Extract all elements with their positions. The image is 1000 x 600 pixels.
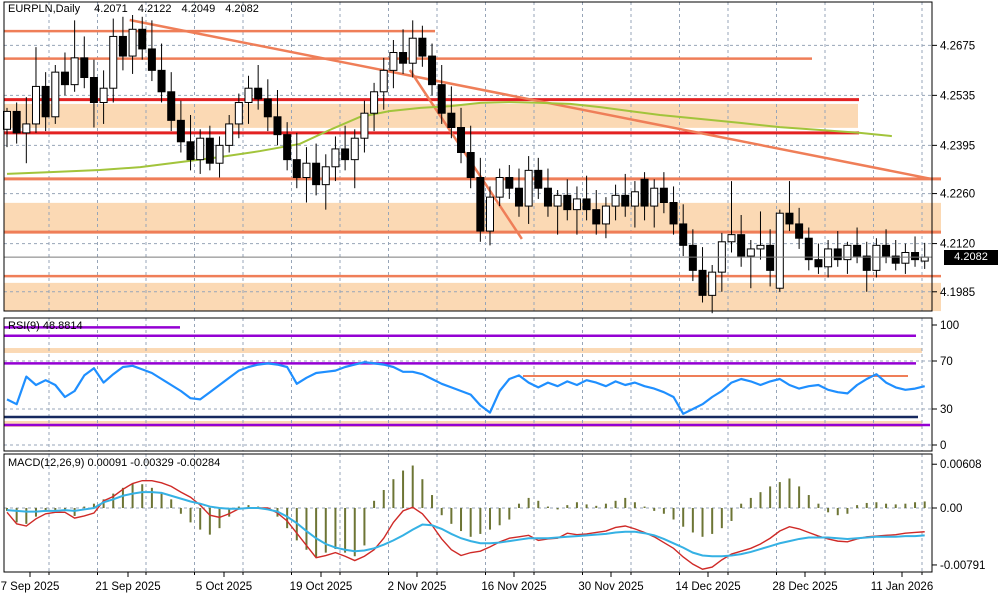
ohlc-readout: 4.2071 4.2122 4.2049 4.2082	[94, 3, 259, 15]
macd-histogram	[6, 465, 926, 557]
axis-label: 21 Sep 2025	[95, 581, 160, 593]
axis-label: 4.2395	[940, 140, 975, 152]
candles-layer	[3, 15, 929, 314]
axis-label: 2 Nov 2025	[388, 581, 447, 593]
chart-title: EURPLN,Daily 4.2071 4.2122 4.2049 4.2082	[8, 3, 259, 15]
ma-line	[6, 101, 892, 175]
macd-signal-line	[6, 491, 925, 558]
symbol-period-label: EURPLN,Daily	[8, 3, 81, 15]
axis-label: 11 Jan 2026	[871, 581, 933, 593]
axis-label: 14 Dec 2025	[675, 581, 740, 593]
macd-indicator-label: MACD(12,26,9) 0.00091 -0.00329 -0.00284	[8, 457, 221, 469]
axis-label: 0	[940, 440, 946, 452]
axis-label: 70	[940, 356, 953, 368]
axis-label: 4.2120	[940, 239, 975, 251]
macd-line	[6, 479, 925, 570]
rsi-indicator-label: RSI(9) 48.8814	[8, 320, 83, 332]
rsi-line	[6, 361, 925, 415]
axis-label: 19 Oct 2025	[290, 581, 353, 593]
series-layer	[3, 15, 932, 570]
axis-label: -0.00791	[940, 560, 985, 572]
current-price-badge: 4.2082	[944, 250, 998, 265]
axis-label: 4.2675	[940, 40, 975, 52]
levels-layer	[4, 29, 941, 427]
axis-label: 28 Dec 2025	[772, 581, 837, 593]
bands-layer	[4, 103, 941, 427]
axis-label: 30	[940, 404, 953, 416]
axis-label: 4.2535	[940, 90, 975, 102]
axis-label: 0.00608	[940, 459, 982, 471]
axis-label: 5 Oct 2025	[196, 581, 252, 593]
borders-layer	[3, 1, 937, 577]
axis-label: 4.1985	[940, 287, 975, 299]
axis-label: 30 Nov 2025	[578, 581, 643, 593]
axis-text-layer: 4.2675 4.2535 4.2395 4.2260 4.2120 4.1985 100 7…	[1, 40, 986, 593]
axis-label: 0.00	[940, 503, 962, 515]
axis-label: 16 Nov 2025	[481, 581, 546, 593]
axis-label: 4.2260	[940, 189, 975, 201]
axis-label: 7 Sep 2025	[1, 581, 60, 593]
axis-label: 100	[940, 320, 959, 332]
